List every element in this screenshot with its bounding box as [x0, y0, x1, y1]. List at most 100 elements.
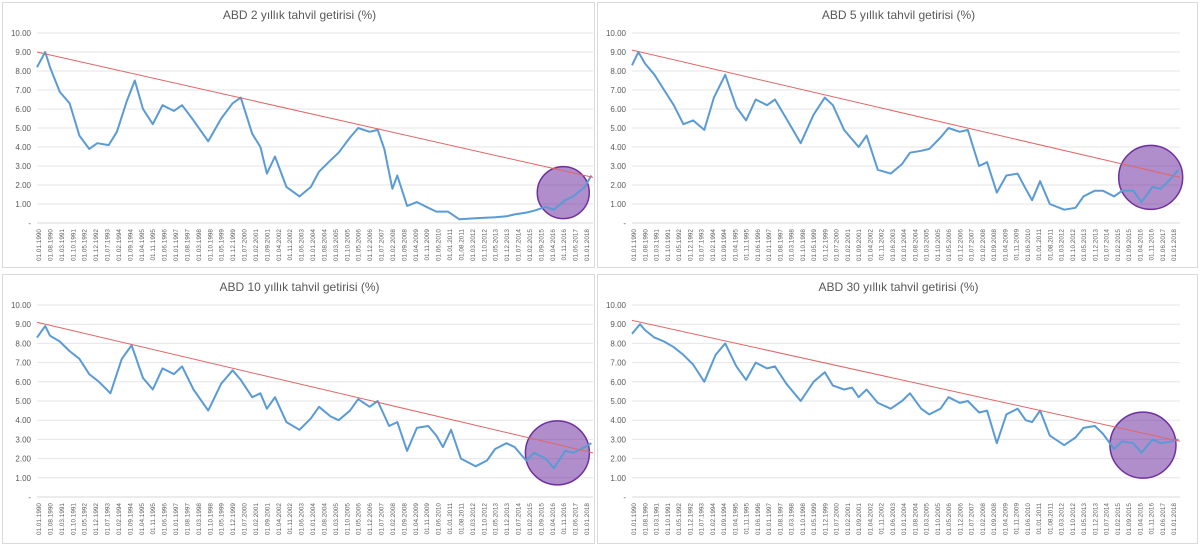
- y-tick-label: 6.00: [610, 105, 626, 114]
- y-tick-label: 4.00: [15, 416, 31, 425]
- chart-panel-30y: ABD 30 yıllık tahvil getirisi (%) - 1.00 2.…: [597, 274, 1198, 544]
- x-tick-label: 01.11.2009: [1014, 229, 1021, 261]
- x-tick-label: 01.03.2012: [470, 229, 477, 261]
- x-tick-label: 01.08.1990: [642, 503, 649, 535]
- series-line: [631, 323, 1179, 454]
- x-tick-label: 01.02.2008: [980, 229, 987, 261]
- x-tick-label: 01.12.2006: [367, 503, 374, 535]
- chart-panel-5y: ABD 5 yıllık tahvil getirisi (%) - 1.00 2.0…: [597, 2, 1198, 268]
- x-tick-label: 01.12.1999: [230, 229, 237, 261]
- x-tick-label: 01.09.2015: [538, 229, 545, 261]
- x-tick-label: 01.01.2004: [310, 229, 317, 261]
- x-tick-label: 01.09.2001: [264, 503, 271, 535]
- x-tick-label: 01.06.1996: [755, 503, 762, 535]
- x-tick-label: 01.11.2002: [879, 229, 886, 261]
- x-tick-label: 01.05.2013: [493, 503, 500, 535]
- y-tick-label: 1.00: [15, 200, 31, 209]
- x-tick-label: 01.03.2012: [1059, 229, 1066, 261]
- x-tick-label: 01.06.2010: [436, 229, 443, 261]
- y-tick-label: 10.00: [606, 29, 627, 38]
- x-tick-label: 01.11.2002: [287, 229, 294, 261]
- x-tick-label: 01.05.2006: [356, 503, 363, 535]
- x-tick-label: 01.11.1995: [744, 229, 751, 261]
- x-tick-label: 01.06.1996: [162, 229, 169, 261]
- chart-title: ABD 5 yıllık tahvil getirisi (%): [822, 8, 975, 22]
- highlight-circle: [524, 420, 591, 486]
- x-tick-label: 01.10.1998: [207, 503, 214, 535]
- x-tick-label: 01.02.2001: [253, 503, 260, 535]
- x-tick-label: 01.08.1990: [47, 229, 54, 261]
- x-tick-label: 01.10.1998: [207, 229, 214, 261]
- x-tick-label: 01.07.2007: [969, 503, 976, 535]
- series-line: [36, 51, 593, 221]
- chart-title: ABD 2 yıllık tahvil getirisi (%): [223, 8, 376, 22]
- x-tick-label: 01.06.2003: [890, 503, 897, 535]
- x-tick-label: 01.10.2012: [481, 503, 488, 535]
- series-line: [36, 325, 592, 470]
- x-tick-label: 01.09.2015: [538, 503, 545, 535]
- x-tick-label: 01.01.2011: [447, 229, 454, 261]
- x-tick-label: 01.03.1991: [59, 229, 66, 261]
- x-tick-label: 01.09.2008: [991, 229, 998, 261]
- x-tick-label: 01.02.2008: [980, 503, 987, 535]
- x-tick-label: 01.07.1993: [699, 229, 706, 261]
- x-tick-label: 01.10.1991: [665, 503, 672, 535]
- x-tick-label: 01.11.1995: [744, 503, 751, 535]
- x-tick-label: 01.07.2000: [834, 229, 841, 261]
- x-tick-label: 01.08.2011: [458, 503, 465, 535]
- chart-10y: ABD 10 yıllık tahvil getirisi (%) - 1.00 2.…: [11, 280, 594, 535]
- x-tick-label: 01.06.2017: [573, 503, 580, 535]
- y-tick-label: 3.00: [610, 162, 626, 171]
- x-tick-label: 01.01.1990: [631, 229, 638, 261]
- x-tick-label: 01.08.1997: [777, 229, 784, 261]
- y-tick-label: 2.00: [610, 181, 626, 190]
- x-tick-label: 01.12.1999: [230, 503, 237, 535]
- x-tick-label: 01.02.1994: [710, 503, 717, 535]
- x-tick-label: 01.01.1990: [36, 229, 43, 261]
- y-tick-label: 5.00: [15, 397, 31, 406]
- x-tick-label: 01.08.1990: [47, 503, 54, 535]
- x-tick-label: 01.04.2009: [413, 229, 420, 261]
- y-tick-label: 9.00: [15, 48, 31, 57]
- y-tick-label: 10.00: [11, 301, 32, 310]
- x-tick-label: 01.04.2002: [867, 229, 874, 261]
- x-tick-label: 01.02.2001: [253, 229, 260, 261]
- x-tick-label: 01.02.2001: [845, 503, 852, 535]
- x-tick-label: 01.05.1992: [82, 503, 89, 535]
- x-tick-label: 01.07.2014: [516, 229, 523, 261]
- x-tick-label: 01.12.2013: [1092, 503, 1099, 535]
- x-tick-label: 01.06.2017: [1160, 229, 1167, 261]
- y-tick-label: 8.00: [15, 339, 31, 348]
- y-tick-label: -: [623, 493, 626, 502]
- x-tick-label: 01.05.1992: [676, 503, 683, 535]
- y-tick-label: 4.00: [15, 143, 31, 152]
- x-tick-label: 01.01.2004: [901, 503, 908, 535]
- x-tick-label: 01.10.2012: [1070, 503, 1077, 535]
- x-tick-label: 01.12.1992: [687, 503, 694, 535]
- x-tick-label: 01.11.2002: [879, 503, 886, 535]
- x-tick-label: 01.02.2015: [527, 503, 534, 535]
- x-tick-label: 01.01.2011: [447, 503, 454, 535]
- x-tick-label: 01.06.2010: [436, 503, 443, 535]
- x-tick-label: 01.07.1993: [105, 229, 112, 261]
- x-tick-label: 01.05.1999: [219, 229, 226, 261]
- x-tick-label: 01.04.2016: [550, 229, 557, 261]
- x-tick-label: 01.02.2001: [845, 229, 852, 261]
- y-tick-label: 3.00: [610, 435, 626, 444]
- x-tick-label: 01.03.2012: [1059, 503, 1066, 535]
- x-tick-label: 01.07.2000: [242, 503, 249, 535]
- x-tick-label: 01.07.1993: [699, 503, 706, 535]
- x-tick-label: 01.08.1990: [642, 229, 649, 261]
- chart-panel-10y: ABD 10 yıllık tahvil getirisi (%) - 1.00 2.…: [2, 274, 595, 544]
- chart-title: ABD 30 yıllık tahvil getirisi (%): [818, 280, 978, 294]
- x-tick-label: 01.09.2015: [1126, 503, 1133, 535]
- x-tick-label: 01.01.2011: [1036, 229, 1043, 261]
- x-tick-label: 01.12.2006: [957, 503, 964, 535]
- x-tick-label: 01.12.1999: [822, 503, 829, 535]
- x-tick-label: 01.11.2009: [424, 503, 431, 535]
- x-tick-label: 01.07.2007: [969, 229, 976, 261]
- highlight-circle: [536, 165, 591, 220]
- y-tick-label: 2.00: [15, 181, 31, 190]
- x-tick-label: 01.03.1998: [789, 503, 796, 535]
- y-tick-label: 8.00: [610, 67, 626, 76]
